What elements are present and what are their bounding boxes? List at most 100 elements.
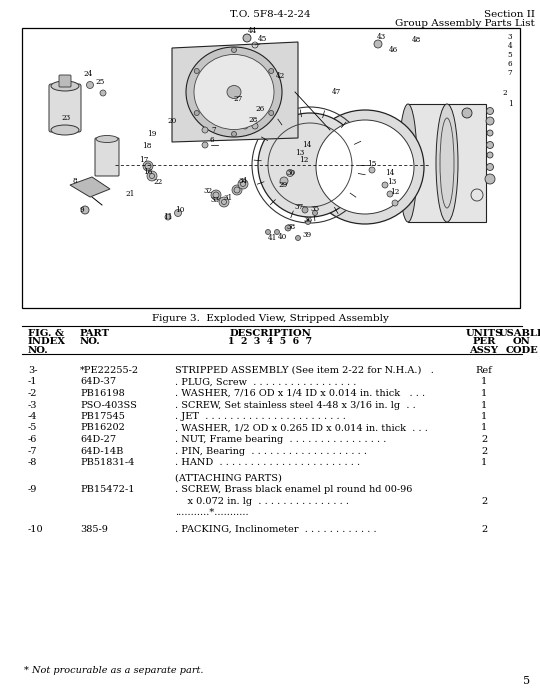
Text: 1: 1 [481,389,487,398]
Text: 1: 1 [481,412,487,421]
Bar [22,28,520,308]
Text: . HAND  . . . . . . . . . . . . . . . . . . . . . . .: . HAND . . . . . . . . . . . . . . . . .… [175,458,360,467]
Text: 12: 12 [390,188,400,196]
Text: 33: 33 [211,196,219,204]
Text: . JET  . . . . . . . . . . . . . . . . . . . . . . .: . JET . . . . . . . . . . . . . . . . . … [175,412,346,421]
Circle shape [174,209,181,216]
Circle shape [269,69,274,74]
Circle shape [100,90,106,96]
Text: FIG. &: FIG. & [28,329,64,338]
Text: 43: 43 [376,33,386,41]
Text: 25: 25 [96,78,105,86]
Text: 37: 37 [294,203,303,211]
Circle shape [266,230,271,235]
Text: 41: 41 [267,234,276,242]
Text: PB17545: PB17545 [80,412,125,421]
Text: 6: 6 [508,60,512,68]
Text: Group Assembly Parts List: Group Assembly Parts List [395,19,535,28]
Text: *PE22255-2: *PE22255-2 [80,366,139,375]
Text: 42: 42 [275,72,285,80]
Text: 21: 21 [125,190,134,198]
Circle shape [287,169,294,176]
Circle shape [232,185,242,195]
Circle shape [213,192,219,198]
Circle shape [194,111,199,116]
Text: ON: ON [513,337,531,346]
Ellipse shape [258,113,362,217]
Circle shape [165,214,171,220]
Text: Figure 3.  Exploded View, Stripped Assembly: Figure 3. Exploded View, Stripped Assemb… [152,314,388,323]
Text: 12: 12 [299,156,309,164]
Text: 1: 1 [481,424,487,433]
Text: . PLUG, Screw  . . . . . . . . . . . . . . . . .: . PLUG, Screw . . . . . . . . . . . . . … [175,377,356,386]
FancyBboxPatch shape [95,138,119,176]
Text: 64D-14B: 64D-14B [80,447,123,456]
Circle shape [252,123,258,129]
Text: INDEX: INDEX [28,337,66,346]
FancyBboxPatch shape [408,104,486,222]
Text: 17: 17 [139,156,148,164]
Text: 11: 11 [163,213,173,221]
Text: 3-: 3- [28,366,37,375]
Circle shape [147,171,157,181]
Circle shape [487,141,494,148]
Text: Section II: Section II [484,10,535,19]
Text: 10: 10 [176,206,185,214]
Circle shape [81,206,89,214]
Text: 45: 45 [258,35,267,43]
Text: 22: 22 [153,178,163,186]
Ellipse shape [399,104,417,222]
Ellipse shape [186,47,282,137]
Ellipse shape [194,55,274,130]
Circle shape [86,81,93,88]
Ellipse shape [51,81,79,91]
Circle shape [150,174,154,178]
Text: 385-9: 385-9 [80,524,108,533]
Text: 1: 1 [481,400,487,410]
Text: * Not procurable as a separate part.: * Not procurable as a separate part. [24,666,204,675]
Text: 14: 14 [302,141,312,149]
Ellipse shape [436,104,458,222]
Text: USABLE: USABLE [499,329,540,338]
Text: 8: 8 [73,177,77,185]
Circle shape [487,164,494,171]
Text: . SCREW, Set stainless steel 4-48 x 3/16 in. lg  . .: . SCREW, Set stainless steel 4-48 x 3/16… [175,400,416,410]
Text: 18: 18 [143,142,152,150]
Text: ...........*...........: ...........*........... [175,508,248,517]
Circle shape [143,161,153,171]
Text: 1: 1 [508,100,512,108]
Circle shape [462,108,472,118]
Text: (ATTACHING PARTS): (ATTACHING PARTS) [175,473,282,482]
Text: . WASHER, 1/2 OD x 0.265 ID x 0.014 in. thick  . . .: . WASHER, 1/2 OD x 0.265 ID x 0.014 in. … [175,424,428,433]
Ellipse shape [306,110,424,224]
Polygon shape [70,177,110,197]
Text: NO.: NO. [28,346,49,355]
Circle shape [302,207,308,213]
Text: -5: -5 [28,424,37,433]
Text: 16: 16 [143,168,153,176]
Text: 24: 24 [83,70,93,78]
Polygon shape [172,42,298,142]
Text: 29: 29 [279,181,288,189]
Text: 35: 35 [310,205,320,213]
Circle shape [295,235,300,241]
Text: 3: 3 [508,33,512,41]
Text: . WASHER, 7/16 OD x 1/4 ID x 0.014 in. thick   . . .: . WASHER, 7/16 OD x 1/4 ID x 0.014 in. t… [175,389,425,398]
Text: 13: 13 [387,178,396,186]
Text: -7: -7 [28,447,37,456]
Text: 1: 1 [481,458,487,467]
Circle shape [240,181,246,186]
Circle shape [382,182,388,188]
Text: 32: 32 [204,187,213,195]
Circle shape [487,130,493,136]
Text: 27: 27 [233,95,242,103]
Circle shape [280,177,288,185]
Text: -9: -9 [28,485,37,494]
Text: 5: 5 [523,676,530,686]
Circle shape [211,190,221,200]
Circle shape [221,199,226,204]
Text: 15: 15 [367,160,377,168]
Text: PART: PART [80,329,110,338]
Text: -8: -8 [28,458,37,467]
Circle shape [392,200,398,206]
